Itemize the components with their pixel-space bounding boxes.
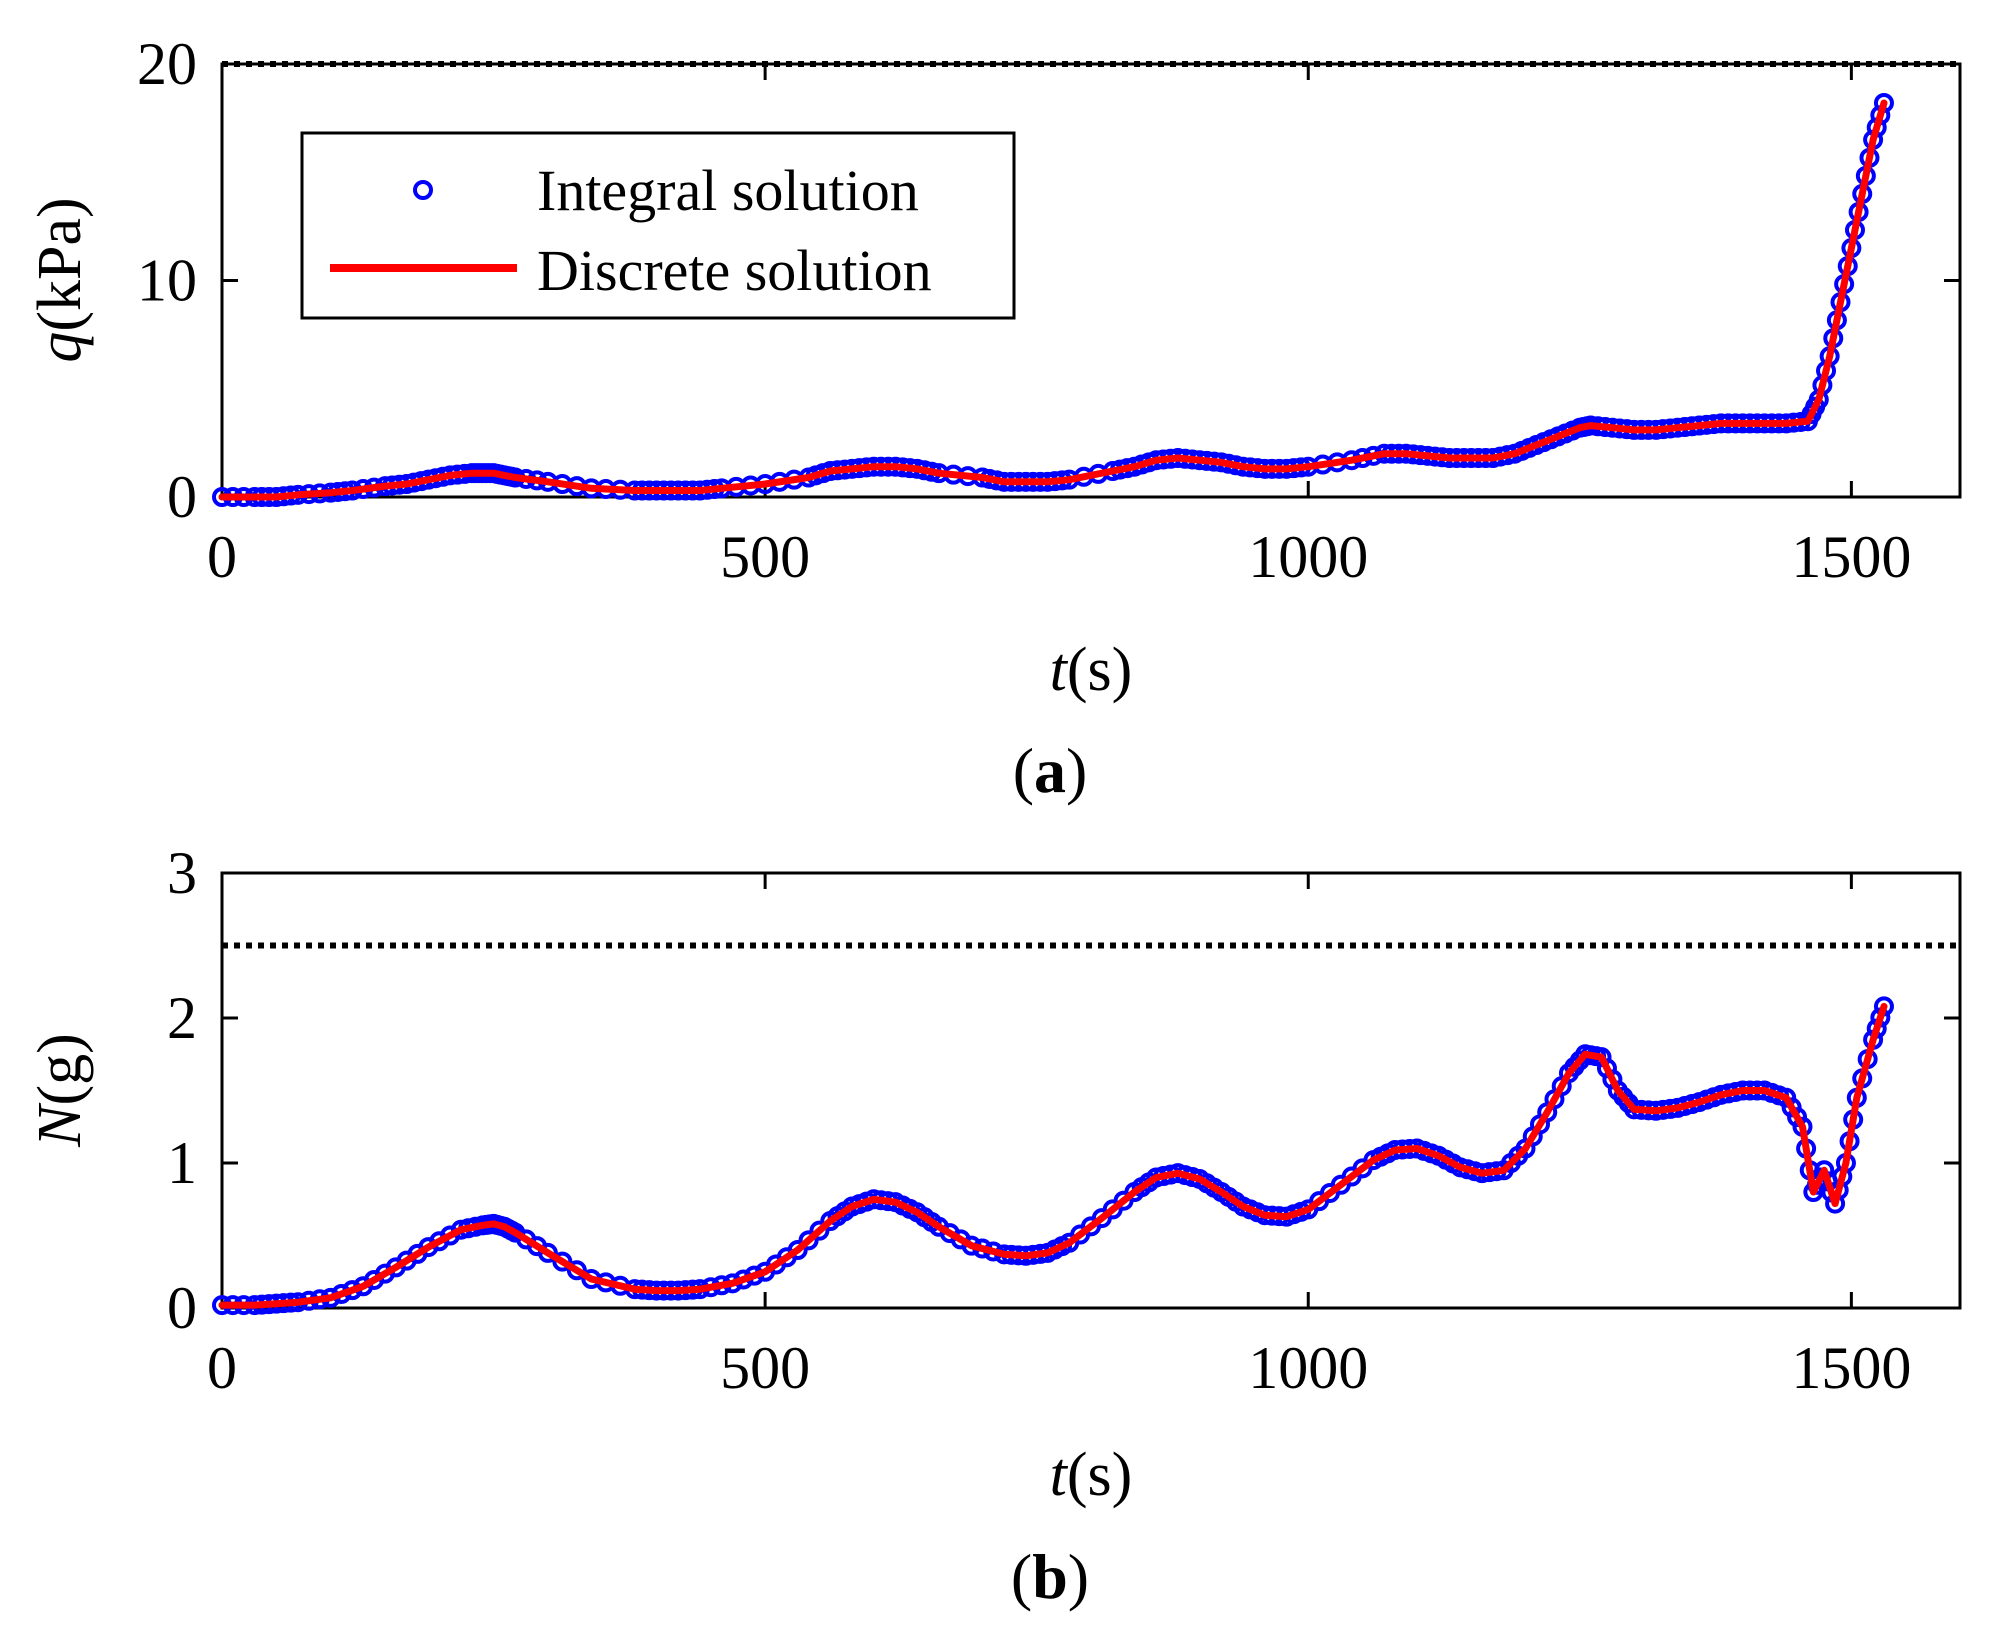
panel-caption: (b) [1011, 1541, 1089, 1612]
x-tick-label: 1000 [1248, 524, 1368, 590]
x-tick-labels: 0 500 1000 1500 [207, 524, 1911, 590]
y-axis-label: q(kPa) [26, 197, 94, 362]
x-tick-label: 0 [207, 524, 237, 590]
caption-close: ) [1066, 735, 1087, 806]
caption-letter: a [1034, 735, 1066, 806]
y-tick-label: 10 [137, 248, 197, 314]
integral-marker [1781, 1097, 1802, 1118]
y-axis-label: N(g) [26, 1033, 94, 1148]
x-tick-label: 1000 [1248, 1335, 1368, 1401]
integral-marker [566, 1260, 587, 1281]
legend-label-discrete: Discrete solution [537, 238, 932, 303]
tick-marks [220, 871, 1960, 1310]
discrete-solution-line [218, 99, 1888, 501]
integral-marker [787, 1240, 808, 1260]
caption-letter: b [1032, 1541, 1068, 1612]
x-tick-label: 500 [720, 1335, 810, 1401]
legend: Integral solution Discrete solution [300, 131, 1016, 320]
discrete-line [218, 1002, 1888, 1309]
integral-marker [1787, 1107, 1808, 1128]
x-axis-unit: (s) [1067, 636, 1132, 704]
x-axis-var: t [1050, 636, 1069, 704]
x-tick-label: 1500 [1791, 524, 1911, 590]
integral-marker [798, 1230, 819, 1251]
x-tick-labels: 0 500 1000 1500 [207, 1335, 1911, 1401]
y-tick-label: 2 [167, 985, 197, 1051]
y-axis-var: q [26, 332, 94, 363]
y-axis-unit: (kPa) [26, 197, 94, 331]
y-tick-label: 0 [167, 1275, 197, 1341]
legend-marker-icon [413, 180, 433, 200]
discrete-solution-line [218, 1002, 1888, 1309]
discrete-line [218, 99, 1888, 501]
x-axis-unit: (s) [1067, 1441, 1132, 1509]
x-tick-label: 0 [207, 1335, 237, 1401]
x-axis-label: t(s) [1050, 636, 1133, 704]
y-axis-var: N [26, 1102, 94, 1148]
caption-close: ) [1068, 1541, 1089, 1612]
integral-marker [552, 1251, 573, 1272]
x-tick-label: 500 [720, 524, 810, 590]
panel-caption: (a) [1013, 735, 1088, 806]
y-tick-labels: 0 10 20 [137, 31, 197, 530]
caption-open: ( [1013, 735, 1034, 806]
y-tick-labels: 0 1 2 3 [167, 840, 197, 1341]
y-tick-label: 3 [167, 840, 197, 906]
legend-label-integral: Integral solution [537, 158, 919, 223]
integral-marker [537, 1242, 558, 1263]
panel-a: 0 500 1000 1500 0 10 20 Integral solution Dis… [26, 31, 1962, 806]
y-tick-label: 1 [167, 1130, 197, 1196]
plot-frame [220, 871, 1962, 1310]
x-tick-label: 1500 [1791, 1335, 1911, 1401]
integral-solution-markers [212, 996, 1894, 1316]
x-axis-var: t [1050, 1441, 1069, 1509]
panel-b: 0 500 1000 1500 0 1 2 3 N(g) t(s) (b) [26, 840, 1962, 1612]
y-tick-label: 0 [167, 464, 197, 530]
legend-box [300, 131, 1016, 320]
x-axis-label: t(s) [1050, 1441, 1133, 1509]
integral-marker [809, 1220, 830, 1241]
y-axis-unit: (g) [26, 1033, 94, 1105]
caption-open: ( [1011, 1541, 1032, 1612]
y-tick-label: 20 [137, 31, 197, 97]
